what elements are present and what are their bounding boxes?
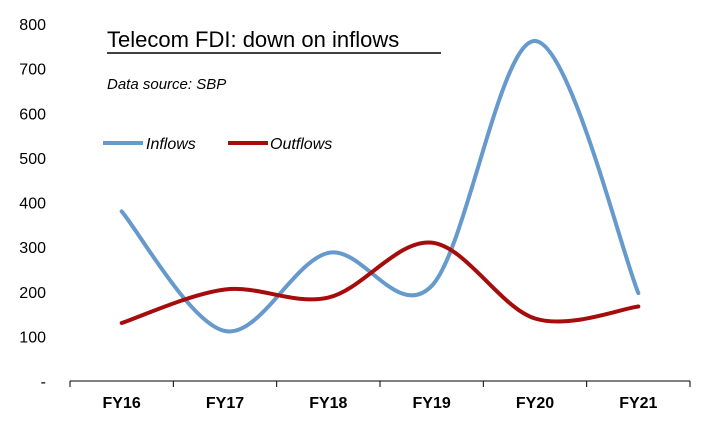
x-axis: FY16 FY17 FY18 FY19 FY20 FY21: [69, 380, 691, 412]
y-tick-label: 700: [19, 62, 46, 79]
y-tick-label: 800: [19, 17, 46, 34]
series-line-inflows: [119, 38, 641, 334]
x-tick-label: FY21: [619, 395, 657, 412]
y-tick-label: 200: [19, 285, 46, 302]
series-line-outflows: [119, 240, 641, 325]
x-tick-label: FY20: [516, 395, 554, 412]
y-tick-label: 100: [19, 329, 46, 346]
chart-title: Telecom FDI: down on inflows: [107, 27, 399, 52]
y-tick-label: 600: [19, 106, 46, 123]
series-layer: [119, 38, 641, 334]
y-tick-label: 400: [19, 196, 46, 213]
x-tick-label: FY17: [206, 395, 244, 412]
y-tick-label: -: [41, 374, 46, 391]
x-tick-label: FY19: [413, 395, 451, 412]
y-tick-label: 500: [19, 151, 46, 168]
y-axis: - 100 200 300 400 500 600 700 800: [19, 17, 46, 391]
y-tick-label: 300: [19, 240, 46, 257]
legend-label-outflows: Outflows: [270, 136, 332, 153]
x-tick-label: FY16: [103, 395, 141, 412]
legend: Inflows Outflows: [103, 136, 332, 153]
chart-subtitle: Data source: SBP: [107, 76, 226, 93]
x-tick-label: FY18: [309, 395, 347, 412]
legend-label-inflows: Inflows: [146, 136, 196, 153]
